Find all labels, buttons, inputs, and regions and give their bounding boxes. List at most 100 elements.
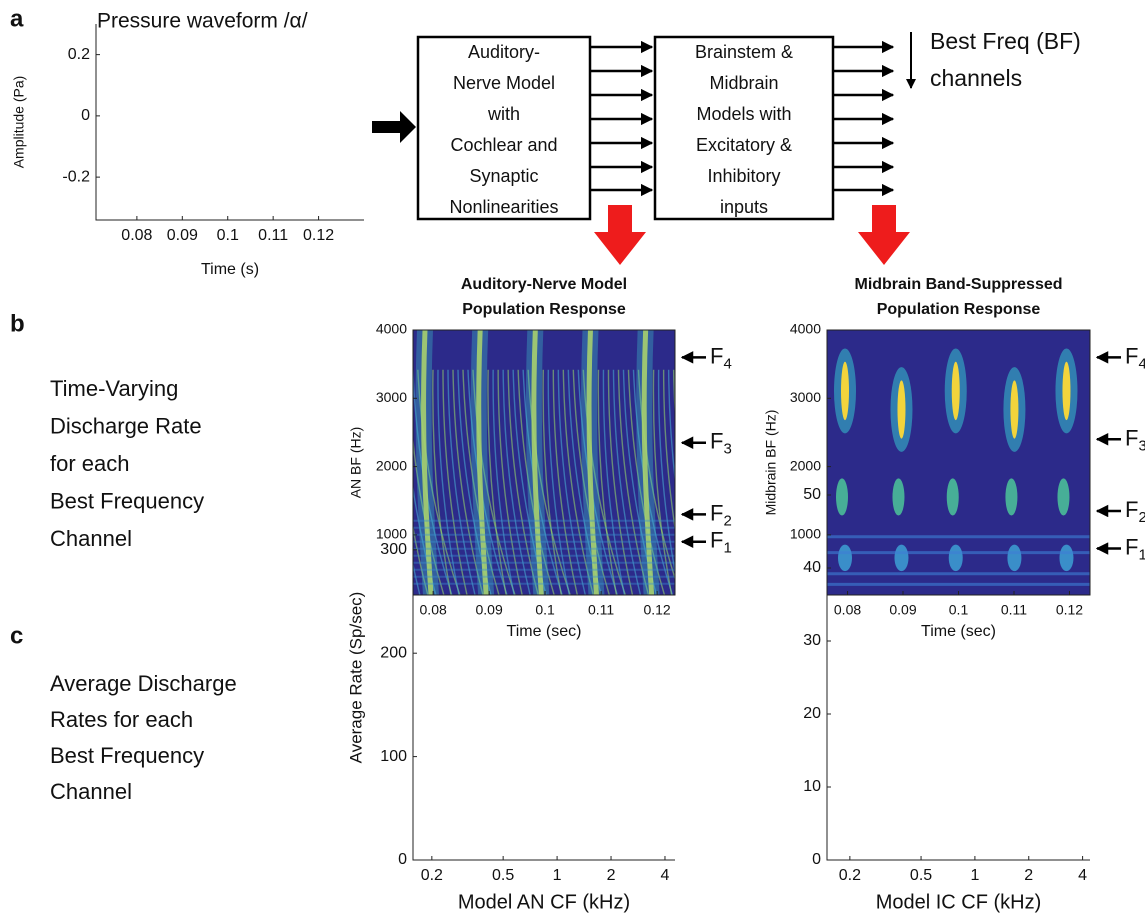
y-axis-label: AN BF (Hz) [348, 427, 364, 499]
input-arrow [372, 111, 416, 143]
fine-ridge [497, 369, 523, 595]
fine-ridge [662, 369, 675, 533]
x-tick-label: 0.12 [1056, 602, 1083, 618]
blob-low [892, 478, 905, 516]
ridge-halo [581, 330, 605, 595]
x-axis-label: Model IC CF (kHz) [876, 891, 1042, 913]
x-tick-label: 0.08 [834, 602, 861, 618]
y-tick-label: 20 [803, 705, 821, 722]
x-tick-label: 0.5 [910, 867, 932, 884]
y-tick-label: 4000 [376, 321, 407, 337]
description: for each [50, 451, 130, 476]
chart-title: Pressure waveform /α/ [97, 10, 308, 33]
fine-ridge [652, 369, 673, 595]
fine-ridge [542, 369, 563, 595]
fine-ridge [637, 369, 675, 581]
ridge [699, 330, 706, 595]
formant-label: F1 [710, 528, 732, 557]
fine-ridge [452, 369, 484, 595]
box-text: Excitatory & [696, 135, 792, 155]
fine-ridge [442, 369, 468, 595]
fine-ridge [657, 369, 675, 575]
y-tick-label: 0 [398, 851, 407, 868]
fine-ridge [472, 369, 516, 595]
channels-label: Best Freq (BF) [930, 28, 1081, 54]
fine-ridge [413, 435, 445, 595]
fine-ridge [709, 370, 727, 595]
formant-subscript: 1 [723, 540, 731, 557]
blob-bottom [948, 544, 963, 572]
y-tick-label: 1000 [790, 526, 821, 542]
formant-letter: F [710, 500, 723, 525]
description: Discharge Rate [50, 413, 202, 438]
y-tick-label: 3000 [376, 389, 407, 405]
ridge-halo [525, 330, 550, 595]
fine-ridge [437, 369, 460, 595]
y-tick-label: 10 [803, 778, 821, 795]
box-text: Nonlinearities [449, 197, 558, 217]
formant-subscript: 4 [723, 355, 731, 372]
panel-label: a [10, 5, 24, 32]
formant-subscript: 3 [1138, 437, 1145, 454]
fine-ridge [572, 369, 610, 595]
blob [897, 380, 906, 439]
panel-label: c [10, 622, 23, 649]
blob-low [836, 478, 848, 516]
blob-low [1005, 478, 1018, 516]
fine-ridge [547, 369, 571, 595]
fine-ridge [447, 369, 476, 595]
fine-ridge [672, 369, 675, 421]
blob-low [1057, 478, 1070, 516]
x-tick-label: 0.09 [167, 227, 198, 244]
ridge-halo [470, 330, 495, 595]
description: Best Frequency [50, 488, 204, 513]
formant-subscript: 3 [723, 441, 731, 458]
formant-label: F2 [1125, 497, 1145, 526]
blob [951, 361, 960, 421]
fine-ridge [502, 369, 531, 595]
y-tick-label: 30 [803, 632, 821, 649]
ridge [421, 330, 434, 595]
box-text: Inhibitory [707, 166, 780, 186]
y-tick-label: 0 [81, 107, 90, 124]
formant-label: F2 [710, 500, 732, 529]
x-tick-label: 0.11 [258, 227, 288, 244]
fine-ridge [597, 369, 618, 595]
formant-letter: F [1125, 425, 1138, 450]
fine-ridge [413, 524, 429, 595]
x-tick-label: 0.1 [949, 602, 969, 618]
x-tick-label: 0.11 [588, 602, 614, 618]
formant-letter: F [710, 528, 723, 553]
x-tick-label: 1 [553, 867, 562, 884]
formant-label: F1 [1125, 534, 1145, 563]
y-axis-label: Average Rate (Sp/sec) [346, 592, 365, 764]
formant-letter: F [710, 429, 723, 454]
x-tick-label: 2 [607, 867, 616, 884]
fine-ridge [602, 369, 626, 595]
x-tick-label: 0.1 [217, 227, 239, 244]
ridge-halo [699, 330, 706, 595]
red-arrow [858, 205, 910, 265]
x-tick-label: 0.08 [121, 227, 152, 244]
fine-ridge [684, 370, 720, 595]
blob-bottom [894, 544, 909, 572]
y-tick-label: 0.2 [68, 46, 90, 63]
box-text: inputs [720, 197, 768, 217]
fine-ridge [612, 369, 642, 595]
fine-ridge [729, 370, 759, 595]
fine-ridge [557, 369, 586, 595]
x-axis-label: Time (sec) [921, 623, 996, 640]
x-tick-label: 0.09 [476, 602, 503, 618]
x-axis-label: Time (s) [201, 261, 259, 278]
chart-title: Population Response [462, 301, 626, 318]
x-tick-label: 0.2 [421, 867, 443, 884]
fine-ridge [413, 561, 421, 595]
y-axis-label: Midbrain BF (Hz) [763, 410, 779, 516]
x-tick-label: 2 [1024, 867, 1033, 884]
axes [95, 24, 364, 221]
ridge-halo [636, 330, 660, 595]
fine-ridge [432, 369, 452, 595]
fine-ridge [607, 369, 634, 595]
box-text: Models with [696, 104, 791, 124]
